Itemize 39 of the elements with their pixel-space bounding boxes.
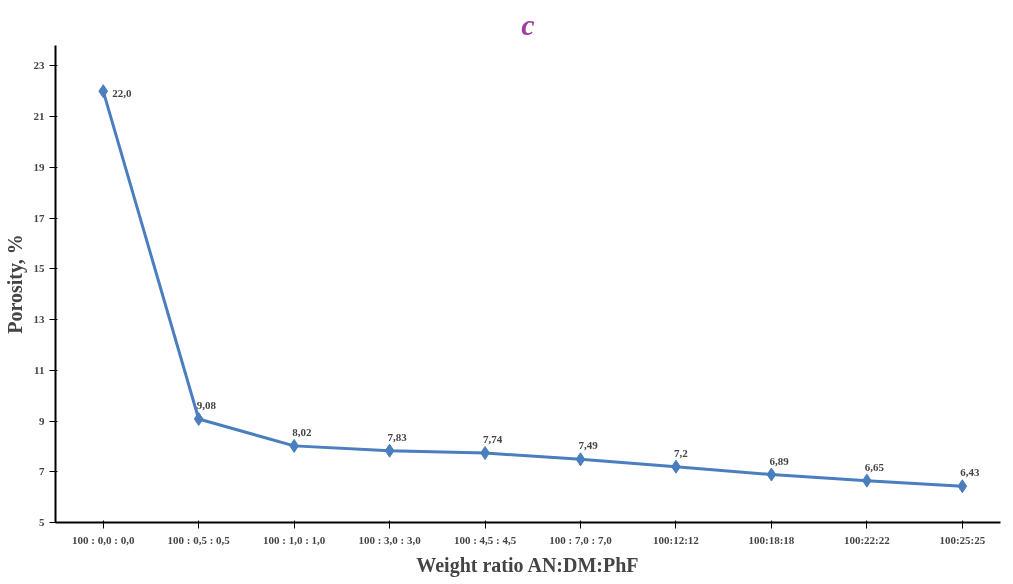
data-label: 7,83 [387,430,408,443]
y-tick-label: 13 [33,313,45,326]
x-axis-title: Weight ratio AN:DM:PhF [416,553,639,577]
data-label: 7,2 [673,446,689,459]
chart-title: c [521,7,535,41]
y-tick-label: 21 [33,110,45,123]
x-tick-label: 100:12:12 [653,533,700,546]
y-tick-label: 5 [39,516,45,528]
x-tick-label: 100 : 7,0 : 7,0 [549,533,613,546]
y-tick-label: 19 [33,160,45,173]
data-label: 6,43 [960,466,981,479]
y-axis-title: Porosity, % [3,234,27,334]
x-tick-label: 100:25:25 [939,533,986,546]
point [957,479,968,494]
x-tick-label: 100 : 0,5 : 0,5 [167,533,231,546]
data-label: 8,02 [292,425,312,438]
x-tick-label: 100 : 4,5 : 4,5 [453,533,517,546]
y-tick-label: 11 [34,363,45,376]
y-tick-label: 7 [39,465,45,478]
point [98,84,109,99]
data-label: 7,49 [578,439,599,452]
y-tick-label: 23 [33,59,45,72]
point [193,411,204,426]
x-tick-label: 100 : 3,0 : 3,0 [358,533,422,546]
data-label: 6,65 [864,460,885,473]
data-label: 7,74 [483,432,503,445]
point [575,452,586,467]
data-label: 22,0 [112,87,132,100]
data-label: 9,08 [196,398,217,411]
point [766,467,777,482]
x-tick-label: 100:18:18 [748,533,795,546]
data-label: 6,89 [769,454,790,467]
y-tick-label: 15 [33,262,45,275]
y-tick-label: 17 [33,211,45,224]
point [384,443,395,458]
x-tick-label: 100 : 1,0 : 1,0 [262,533,326,546]
x-tick-label: 100:22:22 [843,533,891,546]
x-tick-label: 100 : 0,0 : 0,0 [72,533,135,546]
y-tick-label: 9 [39,414,45,427]
